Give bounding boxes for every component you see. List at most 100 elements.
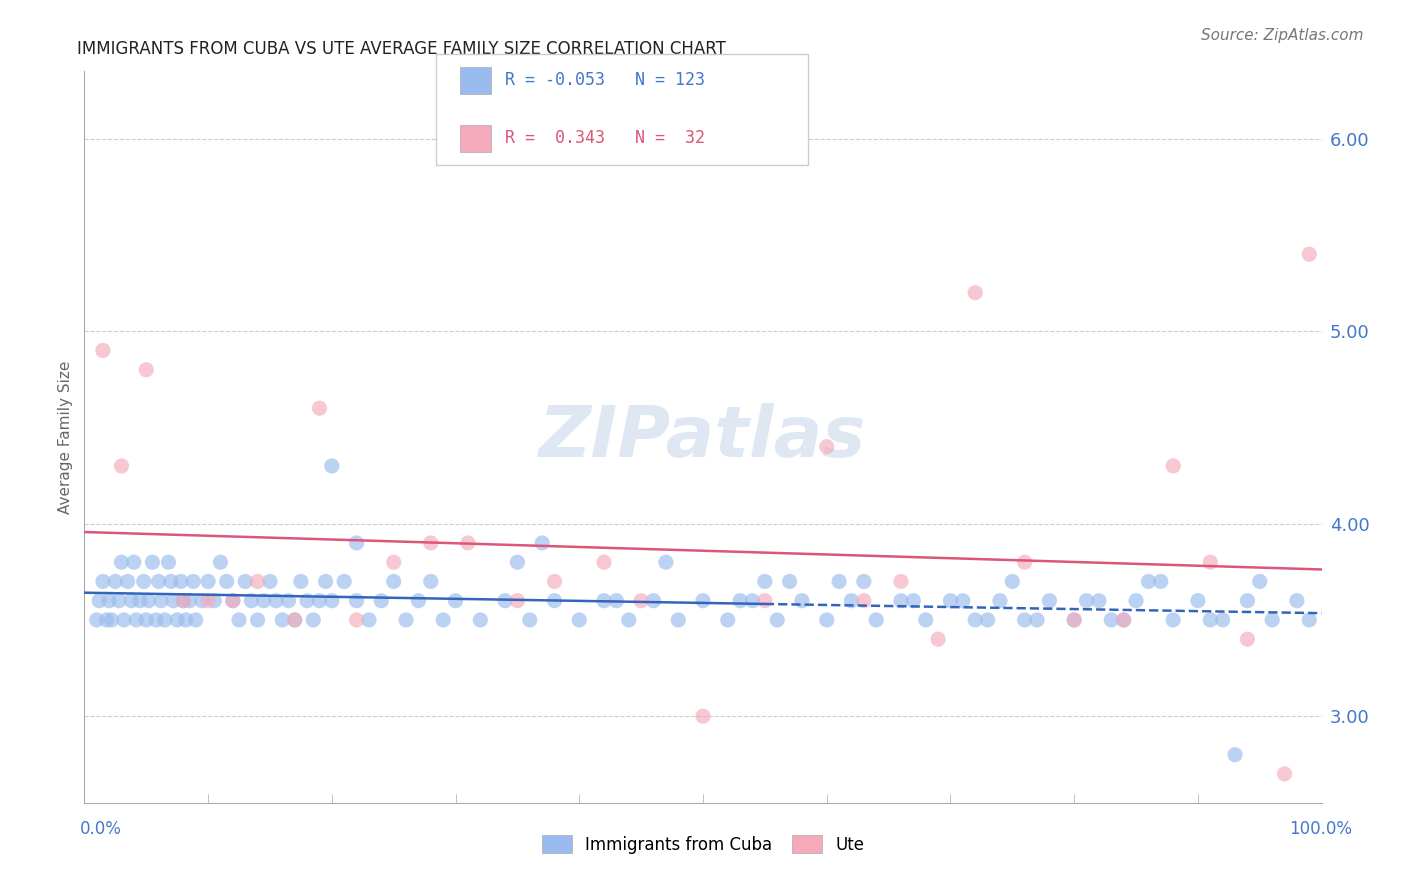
Point bbox=[432, 613, 454, 627]
Point bbox=[346, 613, 368, 627]
Point bbox=[145, 613, 167, 627]
Point bbox=[890, 574, 912, 589]
Point bbox=[1099, 613, 1122, 627]
Point bbox=[1261, 613, 1284, 627]
Point bbox=[728, 593, 751, 607]
Point bbox=[1298, 247, 1320, 261]
Point bbox=[506, 555, 529, 569]
Point bbox=[543, 574, 565, 589]
Point bbox=[135, 362, 157, 376]
Point bbox=[160, 574, 183, 589]
Point bbox=[308, 401, 330, 416]
Point bbox=[852, 593, 875, 607]
Point bbox=[965, 285, 987, 300]
Point bbox=[815, 613, 838, 627]
Point bbox=[125, 613, 148, 627]
Point bbox=[1088, 593, 1111, 607]
Point bbox=[1014, 555, 1036, 569]
Point bbox=[172, 593, 194, 607]
Point bbox=[259, 574, 281, 589]
Point bbox=[209, 555, 232, 569]
Point bbox=[157, 555, 180, 569]
Point bbox=[1112, 613, 1135, 627]
Point bbox=[382, 574, 405, 589]
Point bbox=[617, 613, 640, 627]
Point bbox=[181, 574, 204, 589]
Point bbox=[240, 593, 263, 607]
Point bbox=[419, 574, 441, 589]
Point bbox=[1161, 458, 1184, 473]
Point bbox=[506, 593, 529, 607]
Point bbox=[903, 593, 925, 607]
Point bbox=[86, 613, 108, 627]
Point bbox=[284, 613, 307, 627]
Point bbox=[1274, 767, 1296, 781]
Point bbox=[1137, 574, 1160, 589]
Point bbox=[89, 593, 111, 607]
Point bbox=[568, 613, 591, 627]
Point bbox=[370, 593, 392, 607]
Point bbox=[593, 593, 616, 607]
Point bbox=[790, 593, 813, 607]
Point bbox=[246, 613, 269, 627]
Point bbox=[655, 555, 678, 569]
Point bbox=[988, 593, 1011, 607]
Point bbox=[1038, 593, 1060, 607]
Point bbox=[952, 593, 974, 607]
Point bbox=[174, 613, 197, 627]
Point bbox=[112, 613, 135, 627]
Point bbox=[170, 574, 193, 589]
Point bbox=[841, 593, 863, 607]
Point bbox=[1285, 593, 1308, 607]
Point bbox=[470, 613, 492, 627]
Point bbox=[1249, 574, 1271, 589]
Point bbox=[1112, 613, 1135, 627]
Point bbox=[233, 574, 256, 589]
Point bbox=[865, 613, 887, 627]
Point bbox=[1161, 613, 1184, 627]
Point bbox=[346, 536, 368, 550]
Text: Source: ZipAtlas.com: Source: ZipAtlas.com bbox=[1201, 29, 1364, 43]
Point bbox=[132, 574, 155, 589]
Point bbox=[1076, 593, 1098, 607]
Point bbox=[96, 613, 118, 627]
Point bbox=[852, 574, 875, 589]
Point bbox=[271, 613, 294, 627]
Point bbox=[1187, 593, 1209, 607]
Point bbox=[120, 593, 142, 607]
Text: 100.0%: 100.0% bbox=[1289, 820, 1353, 838]
Point bbox=[162, 593, 184, 607]
Point bbox=[100, 613, 122, 627]
Point bbox=[117, 574, 139, 589]
Point bbox=[302, 613, 325, 627]
Point bbox=[976, 613, 998, 627]
Point bbox=[1026, 613, 1049, 627]
Point bbox=[815, 440, 838, 454]
Point bbox=[141, 555, 163, 569]
Point bbox=[179, 593, 201, 607]
Point bbox=[692, 593, 714, 607]
Point bbox=[135, 613, 157, 627]
Point bbox=[98, 593, 121, 607]
Point bbox=[308, 593, 330, 607]
Point bbox=[1199, 613, 1222, 627]
Point bbox=[1150, 574, 1173, 589]
Point bbox=[1298, 613, 1320, 627]
Point bbox=[264, 593, 287, 607]
Point bbox=[91, 574, 114, 589]
Point bbox=[246, 574, 269, 589]
Point bbox=[333, 574, 356, 589]
Point bbox=[284, 613, 307, 627]
Point bbox=[228, 613, 250, 627]
Point bbox=[215, 574, 238, 589]
Point bbox=[630, 593, 652, 607]
Point bbox=[692, 709, 714, 723]
Point bbox=[295, 593, 318, 607]
Point bbox=[605, 593, 627, 607]
Point bbox=[129, 593, 152, 607]
Point bbox=[779, 574, 801, 589]
Point bbox=[395, 613, 418, 627]
Point bbox=[122, 555, 145, 569]
Point bbox=[346, 593, 368, 607]
Point bbox=[828, 574, 851, 589]
